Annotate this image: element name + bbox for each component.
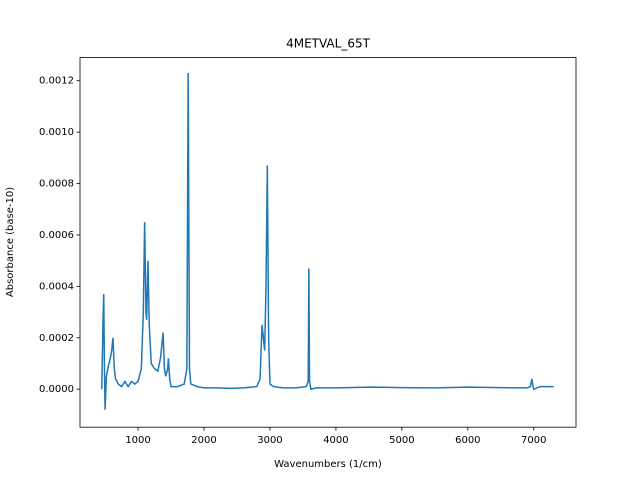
x-tick-label: 3000 xyxy=(257,435,282,446)
y-axis-label: Absorbance (base-10) xyxy=(5,187,16,297)
y-tick-label: 0.0010 xyxy=(39,127,74,138)
chart-title: 4METVAL_65T xyxy=(286,37,371,51)
y-tick-label: 0.0000 xyxy=(39,384,74,395)
x-tick-label: 7000 xyxy=(521,435,546,446)
y-tick-label: 0.0008 xyxy=(39,179,74,190)
x-tick-label: 4000 xyxy=(323,435,348,446)
plot-frame xyxy=(79,57,577,428)
y-tick-label: 0.0006 xyxy=(39,230,74,241)
y-tick-label: 0.0012 xyxy=(39,76,74,87)
x-tick-label: 1000 xyxy=(125,435,150,446)
y-tick-label: 0.0004 xyxy=(39,281,74,292)
spectrum-line xyxy=(101,73,554,410)
x-tick-label: 6000 xyxy=(455,435,480,446)
x-tick-label: 2000 xyxy=(191,435,216,446)
x-tick-label: 5000 xyxy=(389,435,414,446)
y-tick-label: 0.0002 xyxy=(39,333,74,344)
x-axis-label: Wavenumbers (1/cm) xyxy=(274,459,382,470)
